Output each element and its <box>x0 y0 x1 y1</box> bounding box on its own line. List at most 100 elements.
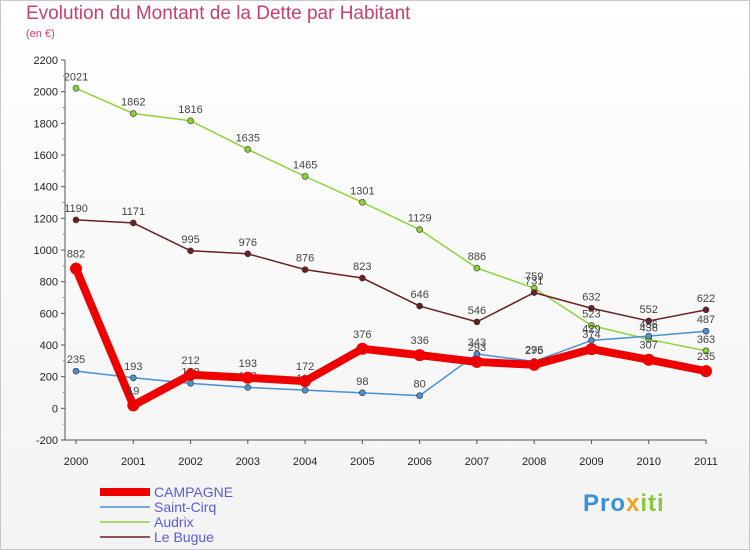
data-label-audrix: 1301 <box>350 185 374 197</box>
x-tick-label: 2002 <box>178 456 202 468</box>
data-label-le-bugue: 546 <box>468 305 486 317</box>
data-point-le-bugue <box>359 274 366 282</box>
x-tick-label: 2003 <box>236 456 260 468</box>
y-tick-label: 1000 <box>34 245 58 257</box>
data-point-audrix <box>301 173 309 180</box>
data-label-campagne: 275 <box>525 345 543 357</box>
data-point-le-bugue <box>72 216 80 224</box>
data-point-campagne <box>184 368 197 381</box>
legend-label-audrix: Audrix <box>154 514 194 530</box>
x-tick-label: 2009 <box>579 456 603 468</box>
data-point-campagne <box>700 365 712 378</box>
data-label-campagne: 212 <box>181 355 199 367</box>
x-tick-label: 2008 <box>522 456 546 468</box>
data-point-campagne <box>470 355 483 368</box>
data-point-saint-cirq <box>244 384 252 391</box>
series-line-le-bugue <box>75 219 707 323</box>
y-tick-label: 2000 <box>34 87 58 99</box>
data-point-le-bugue <box>129 219 137 227</box>
data-point-audrix <box>416 226 423 233</box>
data-point-campagne <box>528 358 541 371</box>
data-point-saint-cirq <box>645 332 653 340</box>
data-label-le-bugue: 632 <box>582 291 600 303</box>
y-tick-label: 0 <box>52 403 58 415</box>
data-point-audrix <box>359 199 366 206</box>
data-label-saint-cirq: 343 <box>468 337 486 349</box>
y-tick-label: 600 <box>40 308 58 320</box>
data-point-audrix <box>702 347 710 355</box>
data-label-le-bugue: 646 <box>410 289 428 301</box>
data-label-audrix: 1129 <box>408 213 432 225</box>
chart-title: Evolution du Montant de la Dette par Hab… <box>26 3 411 24</box>
data-label-saint-cirq: 456 <box>640 319 658 331</box>
data-point-audrix <box>473 264 481 272</box>
data-label-audrix: 363 <box>697 334 715 346</box>
data-point-le-bugue <box>187 247 194 255</box>
data-label-le-bugue: 976 <box>239 237 257 249</box>
data-point-saint-cirq <box>72 367 80 375</box>
data-label-audrix: 1862 <box>121 97 145 109</box>
data-label-campagne: 19 <box>127 385 139 397</box>
y-tick-label: 400 <box>40 340 58 352</box>
data-point-le-bugue <box>244 250 252 258</box>
data-label-audrix: 759 <box>525 271 543 283</box>
x-tick-label: 2001 <box>121 456 145 468</box>
data-point-audrix <box>588 322 595 329</box>
data-point-le-bugue <box>702 306 710 314</box>
x-tick-label: 2007 <box>465 456 489 468</box>
data-label-campagne: 172 <box>296 361 314 373</box>
chart-subtitle: (en €) <box>26 28 55 40</box>
data-label-le-bugue: 622 <box>697 293 715 305</box>
x-tick-label: 2010 <box>636 456 660 468</box>
data-label-campagne: 293 <box>468 342 486 354</box>
data-label-le-bugue: 552 <box>640 304 658 316</box>
y-tick-label: 1400 <box>34 182 58 194</box>
data-point-audrix <box>72 85 80 92</box>
data-point-campagne <box>241 371 254 384</box>
legend-label-le-bugue: Le Bugue <box>154 529 214 545</box>
x-tick-label: 2000 <box>64 456 88 468</box>
data-label-le-bugue: 823 <box>353 261 371 273</box>
data-label-saint-cirq: 235 <box>67 354 85 366</box>
data-label-campagne: 235 <box>697 351 715 363</box>
legend-label-campagne: CAMPAGNE <box>154 484 233 500</box>
data-point-campagne <box>585 343 598 356</box>
x-tick-label: 2011 <box>694 456 718 468</box>
data-label-saint-cirq: 487 <box>697 314 715 326</box>
data-point-campagne <box>299 375 312 388</box>
logo-part-iti: iti <box>640 490 665 517</box>
y-tick-label: 1600 <box>34 150 58 162</box>
data-label-audrix: 2021 <box>64 71 88 83</box>
data-point-audrix <box>244 146 252 153</box>
series-line-campagne <box>72 264 710 410</box>
data-label-le-bugue: 876 <box>296 253 314 265</box>
proxiti-logo: Proxiti <box>583 490 665 518</box>
data-label-campagne: 336 <box>410 335 428 347</box>
data-label-le-bugue: 995 <box>181 234 199 246</box>
data-label-le-bugue: 731 <box>525 276 543 288</box>
data-label-campagne: 307 <box>640 340 658 352</box>
logo-part-x: x <box>626 490 641 517</box>
data-label-saint-cirq: 429 <box>582 323 600 335</box>
data-point-le-bugue <box>416 302 423 310</box>
data-label-audrix: 436 <box>640 322 658 334</box>
legend-label-saint-cirq: Saint-Cirq <box>154 499 216 515</box>
y-tick-label: 800 <box>40 277 58 289</box>
y-tick-label: 1800 <box>34 118 58 130</box>
data-label-saint-cirq: 296 <box>525 344 543 356</box>
y-tick-label: -200 <box>36 435 58 447</box>
logo-part-pro: Pro <box>583 490 627 517</box>
data-label-audrix: 523 <box>582 309 600 321</box>
data-label-campagne: 376 <box>353 329 371 341</box>
y-tick-label: 200 <box>40 372 58 384</box>
data-point-campagne <box>127 399 140 412</box>
data-point-campagne <box>70 262 82 275</box>
data-label-saint-cirq: 193 <box>124 361 142 373</box>
data-point-audrix <box>187 117 194 125</box>
data-label-saint-cirq: 98 <box>356 376 368 388</box>
data-point-saint-cirq <box>416 392 423 399</box>
data-point-le-bugue <box>645 317 653 325</box>
y-tick-label: 2200 <box>34 55 58 67</box>
